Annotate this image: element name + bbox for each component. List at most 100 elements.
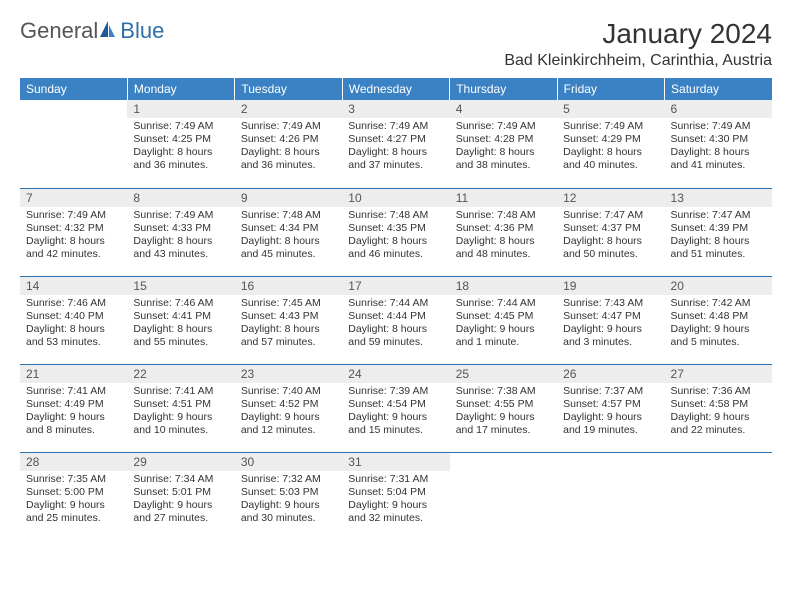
daylight1-text: Daylight: 9 hours [456,411,551,424]
daylight1-text: Daylight: 9 hours [671,323,766,336]
day-number: 4 [450,100,557,118]
daylight1-text: Daylight: 9 hours [26,411,121,424]
logo: General Blue [20,18,164,44]
sunrise-text: Sunrise: 7:49 AM [241,120,336,133]
calendar-cell: 13Sunrise: 7:47 AMSunset: 4:39 PMDayligh… [665,188,772,276]
day-number: 13 [665,189,772,207]
sunrise-text: Sunrise: 7:39 AM [348,385,443,398]
daylight2-text: and 15 minutes. [348,424,443,437]
calendar-cell: 1Sunrise: 7:49 AMSunset: 4:25 PMDaylight… [127,100,234,188]
sunset-text: Sunset: 4:45 PM [456,310,551,323]
daylight2-text: and 51 minutes. [671,248,766,261]
day-number: 30 [235,453,342,471]
calendar-cell [665,452,772,540]
calendar-cell: 25Sunrise: 7:38 AMSunset: 4:55 PMDayligh… [450,364,557,452]
daylight2-text: and 42 minutes. [26,248,121,261]
calendar-cell: 27Sunrise: 7:36 AMSunset: 4:58 PMDayligh… [665,364,772,452]
calendar-cell: 21Sunrise: 7:41 AMSunset: 4:49 PMDayligh… [20,364,127,452]
day-details: Sunrise: 7:48 AMSunset: 4:36 PMDaylight:… [450,207,557,266]
daylight1-text: Daylight: 8 hours [456,146,551,159]
sunset-text: Sunset: 4:25 PM [133,133,228,146]
location: Bad Kleinkirchheim, Carinthia, Austria [504,52,772,70]
daylight2-text: and 45 minutes. [241,248,336,261]
calendar-cell: 10Sunrise: 7:48 AMSunset: 4:35 PMDayligh… [342,188,449,276]
day-details: Sunrise: 7:44 AMSunset: 4:44 PMDaylight:… [342,295,449,354]
daylight1-text: Daylight: 9 hours [563,411,658,424]
daylight1-text: Daylight: 9 hours [26,499,121,512]
daylight1-text: Daylight: 8 hours [241,235,336,248]
day-number: 7 [20,189,127,207]
day-details: Sunrise: 7:46 AMSunset: 4:40 PMDaylight:… [20,295,127,354]
daylight2-text: and 8 minutes. [26,424,121,437]
day-details: Sunrise: 7:40 AMSunset: 4:52 PMDaylight:… [235,383,342,442]
daylight2-text: and 53 minutes. [26,336,121,349]
calendar-cell [450,452,557,540]
daylight2-text: and 55 minutes. [133,336,228,349]
calendar-row: 14Sunrise: 7:46 AMSunset: 4:40 PMDayligh… [20,276,772,364]
sunset-text: Sunset: 5:00 PM [26,486,121,499]
calendar-row: 28Sunrise: 7:35 AMSunset: 5:00 PMDayligh… [20,452,772,540]
calendar-cell: 7Sunrise: 7:49 AMSunset: 4:32 PMDaylight… [20,188,127,276]
day-details: Sunrise: 7:38 AMSunset: 4:55 PMDaylight:… [450,383,557,442]
day-number: 28 [20,453,127,471]
calendar-cell: 29Sunrise: 7:34 AMSunset: 5:01 PMDayligh… [127,452,234,540]
daylight1-text: Daylight: 8 hours [348,323,443,336]
title-block: January 2024 Bad Kleinkirchheim, Carinth… [504,18,772,70]
sunrise-text: Sunrise: 7:42 AM [671,297,766,310]
sunrise-text: Sunrise: 7:49 AM [563,120,658,133]
calendar-cell: 28Sunrise: 7:35 AMSunset: 5:00 PMDayligh… [20,452,127,540]
calendar-cell: 19Sunrise: 7:43 AMSunset: 4:47 PMDayligh… [557,276,664,364]
daylight1-text: Daylight: 8 hours [671,235,766,248]
calendar-cell: 5Sunrise: 7:49 AMSunset: 4:29 PMDaylight… [557,100,664,188]
daylight2-text: and 12 minutes. [241,424,336,437]
daylight1-text: Daylight: 8 hours [563,146,658,159]
daylight1-text: Daylight: 8 hours [456,235,551,248]
calendar-cell: 11Sunrise: 7:48 AMSunset: 4:36 PMDayligh… [450,188,557,276]
sunrise-text: Sunrise: 7:47 AM [671,209,766,222]
sunset-text: Sunset: 5:03 PM [241,486,336,499]
daylight2-text: and 17 minutes. [456,424,551,437]
day-number: 5 [557,100,664,118]
day-details: Sunrise: 7:49 AMSunset: 4:30 PMDaylight:… [665,118,772,177]
calendar-cell: 6Sunrise: 7:49 AMSunset: 4:30 PMDaylight… [665,100,772,188]
calendar-cell: 30Sunrise: 7:32 AMSunset: 5:03 PMDayligh… [235,452,342,540]
sunrise-text: Sunrise: 7:41 AM [26,385,121,398]
day-details: Sunrise: 7:49 AMSunset: 4:25 PMDaylight:… [127,118,234,177]
sunset-text: Sunset: 4:27 PM [348,133,443,146]
day-number: 14 [20,277,127,295]
day-number: 31 [342,453,449,471]
sunrise-text: Sunrise: 7:49 AM [456,120,551,133]
daylight1-text: Daylight: 9 hours [671,411,766,424]
daylight1-text: Daylight: 9 hours [133,499,228,512]
calendar-cell: 16Sunrise: 7:45 AMSunset: 4:43 PMDayligh… [235,276,342,364]
day-number: 1 [127,100,234,118]
weekday-header: Monday [127,78,234,100]
daylight2-text: and 50 minutes. [563,248,658,261]
calendar-cell [20,100,127,188]
sunset-text: Sunset: 4:48 PM [671,310,766,323]
day-details: Sunrise: 7:48 AMSunset: 4:35 PMDaylight:… [342,207,449,266]
daylight1-text: Daylight: 8 hours [26,323,121,336]
calendar-cell: 15Sunrise: 7:46 AMSunset: 4:41 PMDayligh… [127,276,234,364]
day-details: Sunrise: 7:44 AMSunset: 4:45 PMDaylight:… [450,295,557,354]
calendar-cell: 18Sunrise: 7:44 AMSunset: 4:45 PMDayligh… [450,276,557,364]
daylight2-text: and 38 minutes. [456,159,551,172]
sunrise-text: Sunrise: 7:45 AM [241,297,336,310]
logo-sail-icon [98,19,116,44]
day-number: 24 [342,365,449,383]
daylight1-text: Daylight: 9 hours [563,323,658,336]
sunrise-text: Sunrise: 7:48 AM [456,209,551,222]
sunrise-text: Sunrise: 7:49 AM [671,120,766,133]
day-number: 10 [342,189,449,207]
calendar-cell: 26Sunrise: 7:37 AMSunset: 4:57 PMDayligh… [557,364,664,452]
weekday-header: Saturday [665,78,772,100]
daylight1-text: Daylight: 8 hours [133,323,228,336]
daylight1-text: Daylight: 8 hours [671,146,766,159]
daylight1-text: Daylight: 8 hours [563,235,658,248]
daylight2-text: and 36 minutes. [133,159,228,172]
daylight2-text: and 40 minutes. [563,159,658,172]
sunrise-text: Sunrise: 7:49 AM [133,120,228,133]
calendar-row: 21Sunrise: 7:41 AMSunset: 4:49 PMDayligh… [20,364,772,452]
daylight2-text: and 3 minutes. [563,336,658,349]
day-number: 16 [235,277,342,295]
